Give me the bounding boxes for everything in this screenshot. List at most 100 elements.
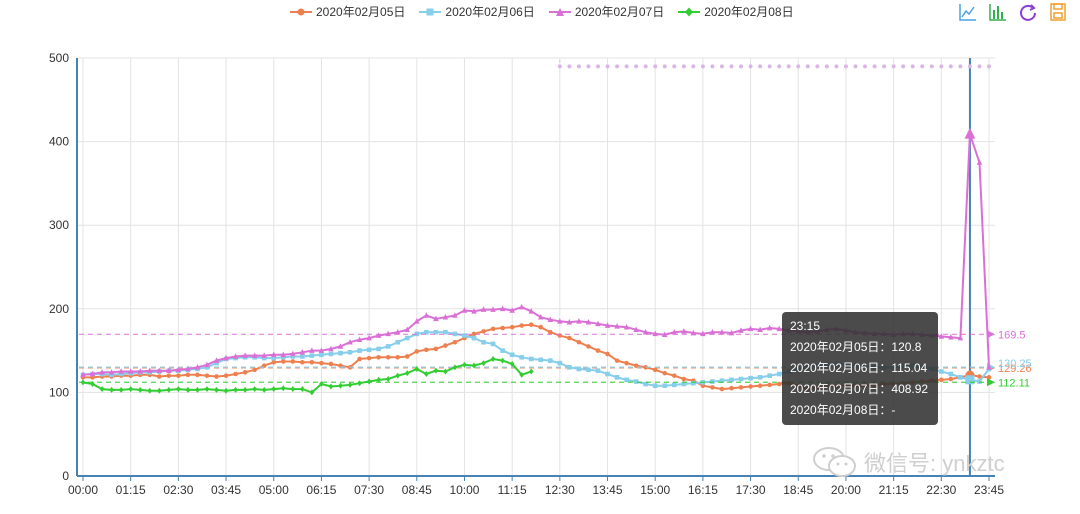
data-point <box>433 346 439 352</box>
data-point <box>767 382 772 388</box>
data-point <box>443 368 448 375</box>
data-point <box>270 351 277 358</box>
data-point <box>776 381 782 387</box>
data-point <box>518 303 525 310</box>
data-point <box>490 341 496 347</box>
max-mark-dot <box>891 64 896 69</box>
data-point <box>223 373 229 378</box>
data-point <box>757 375 763 380</box>
max-mark-dot <box>939 64 944 69</box>
data-point <box>414 318 420 324</box>
data-point <box>528 356 534 362</box>
data-point <box>185 372 191 378</box>
data-point <box>481 360 486 367</box>
bar-chart-icon[interactable] <box>988 2 1008 22</box>
data-point <box>964 127 976 139</box>
y-tick-label: 400 <box>49 135 69 149</box>
data-point <box>89 370 96 377</box>
data-point <box>223 354 229 361</box>
data-point <box>337 343 344 349</box>
max-mark-dot <box>834 64 839 69</box>
data-point <box>242 370 248 375</box>
restore-icon[interactable] <box>1018 2 1038 22</box>
legend-label: 2020年02月08日 <box>704 5 794 19</box>
line-chart-icon[interactable] <box>958 2 978 22</box>
average-mark-arrow <box>987 330 995 339</box>
chart-tooltip: 23:15 2020年02月05日：120.8 2020年02月06日：115.… <box>782 312 938 425</box>
data-point <box>748 384 753 389</box>
data-point <box>280 351 287 358</box>
data-point <box>385 330 391 337</box>
data-point <box>595 348 601 353</box>
data-point <box>681 376 687 382</box>
data-point <box>366 355 372 361</box>
data-point <box>500 357 505 364</box>
data-point <box>424 347 429 353</box>
data-point <box>500 325 505 331</box>
tooltip-row: 2020年02月07日：408.92 <box>790 382 929 396</box>
data-point <box>452 312 458 318</box>
data-point <box>604 322 611 328</box>
max-mark-dot <box>624 64 629 69</box>
data-point <box>395 354 401 360</box>
data-point <box>118 368 124 374</box>
max-mark-dot <box>653 64 658 69</box>
data-point <box>671 382 677 388</box>
data-point <box>90 381 95 388</box>
data-point <box>595 368 601 373</box>
data-point <box>700 330 706 337</box>
legend-label: 2020年02月05日 <box>316 5 406 19</box>
data-point <box>767 373 772 378</box>
data-point <box>719 378 725 383</box>
data-point <box>146 367 153 373</box>
data-point <box>433 329 439 335</box>
average-mark-label: 112.11 <box>998 377 1030 389</box>
data-point <box>376 354 381 360</box>
data-point <box>548 358 553 363</box>
data-point <box>538 357 544 363</box>
legend-item[interactable]: 2020年02月05日 <box>290 3 405 20</box>
data-point <box>547 316 554 322</box>
max-mark-dot <box>796 64 801 69</box>
data-point <box>109 372 114 378</box>
legend-item[interactable]: 2020年02月07日 <box>548 3 665 20</box>
legend-item[interactable]: 2020年02月08日 <box>678 3 794 20</box>
data-point <box>690 329 697 336</box>
data-point <box>424 329 429 335</box>
data-point <box>328 383 334 390</box>
data-point <box>662 370 668 376</box>
save-image-icon[interactable] <box>1048 2 1068 22</box>
data-point <box>671 373 677 378</box>
data-point <box>614 358 620 363</box>
max-mark-dot <box>872 64 877 69</box>
data-point <box>290 354 296 359</box>
data-point <box>443 329 448 335</box>
max-mark-dot <box>910 64 915 69</box>
data-point <box>261 352 267 358</box>
data-point <box>461 307 468 313</box>
data-point <box>939 377 944 383</box>
data-point <box>624 360 629 366</box>
data-point <box>185 386 191 393</box>
data-point <box>338 350 343 356</box>
data-point <box>214 360 219 366</box>
data-point <box>652 367 658 373</box>
max-mark-dot <box>967 64 972 69</box>
data-point <box>137 368 143 374</box>
data-point <box>719 386 725 392</box>
legend-item[interactable]: 2020年02月06日 <box>419 3 535 20</box>
data-point <box>328 351 334 357</box>
x-tick-label: 22:30 <box>926 483 956 497</box>
data-point <box>757 383 763 389</box>
data-point <box>576 339 582 345</box>
max-mark-dot <box>958 64 963 69</box>
wechat-logo-icon <box>813 447 856 477</box>
legend-label: 2020年02月07日 <box>574 5 665 19</box>
x-tick-label: 16:15 <box>688 483 718 497</box>
max-mark-dot <box>948 64 953 69</box>
data-point <box>414 349 420 354</box>
data-point <box>633 326 639 332</box>
max-mark-dot <box>758 64 763 69</box>
data-point <box>395 372 401 379</box>
data-point <box>290 350 296 357</box>
